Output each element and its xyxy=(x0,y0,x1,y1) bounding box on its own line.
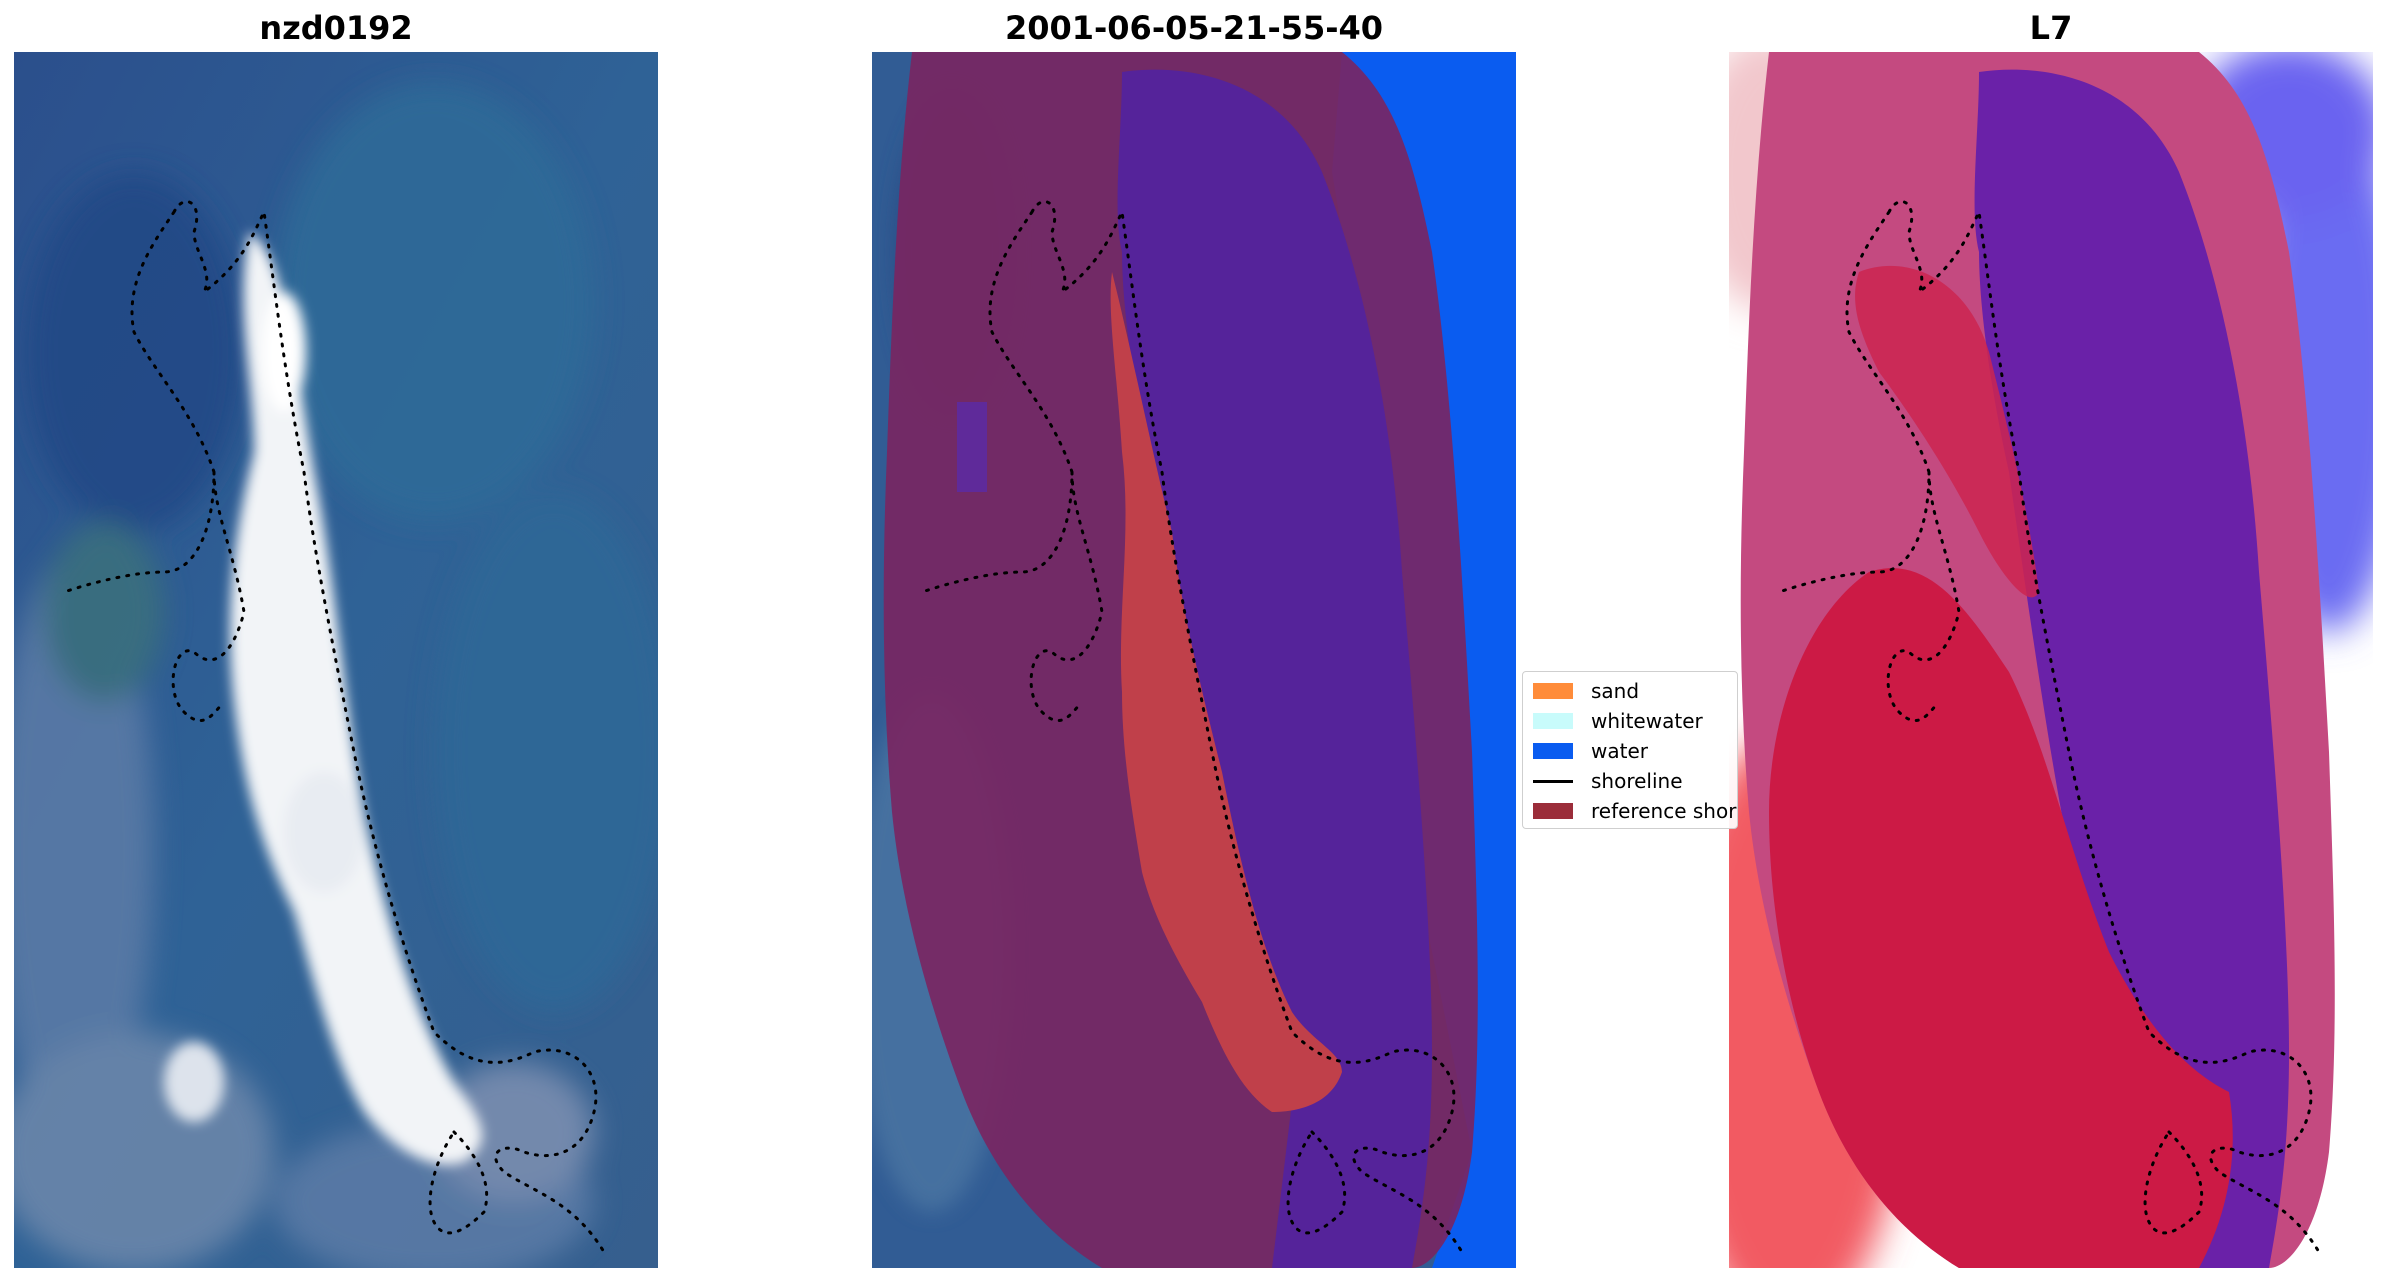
sand-speck-2 xyxy=(957,402,987,492)
index-sand-region xyxy=(1769,568,2233,1268)
panel-title-rgb: nzd0192 xyxy=(259,9,413,47)
legend-label-reference-buffer: reference shoreline buffer xyxy=(1591,799,1737,823)
legend-swatch-whitewater xyxy=(1533,713,1573,729)
legend-item-water: water xyxy=(1533,738,1648,764)
panel-title-index: L7 xyxy=(2029,9,2073,47)
rgb-satellite-image xyxy=(14,52,658,1268)
legend-label-water: water xyxy=(1591,739,1648,763)
panel-title-classified: 2001-06-05-21-55-40 xyxy=(1004,9,1384,47)
legend-label-sand: sand xyxy=(1591,679,1640,703)
legend: sand whitewater water shoreline referenc… xyxy=(1522,671,1738,829)
legend-swatch-reference-buffer xyxy=(1533,803,1573,819)
legend-label-shoreline: shoreline xyxy=(1591,769,1683,793)
sand-class-region xyxy=(1110,272,1342,1112)
legend-swatch-water xyxy=(1533,743,1573,759)
legend-label-whitewater: whitewater xyxy=(1591,709,1703,733)
buffer-inner-water xyxy=(1117,69,1432,1268)
legend-line-shoreline xyxy=(1533,779,1573,783)
sand-speck xyxy=(1157,247,1171,265)
legend-swatch-sand xyxy=(1533,683,1573,699)
legend-item-sand: sand xyxy=(1533,678,1639,704)
classified-image xyxy=(872,52,1516,1268)
legend-item-whitewater: whitewater xyxy=(1533,708,1703,734)
legend-item-reference-buffer: reference shoreline buffer xyxy=(1533,798,1737,824)
shoreline-dotted xyxy=(62,200,606,1254)
index-image xyxy=(1729,52,2373,1268)
legend-item-shoreline: shoreline xyxy=(1533,768,1683,794)
